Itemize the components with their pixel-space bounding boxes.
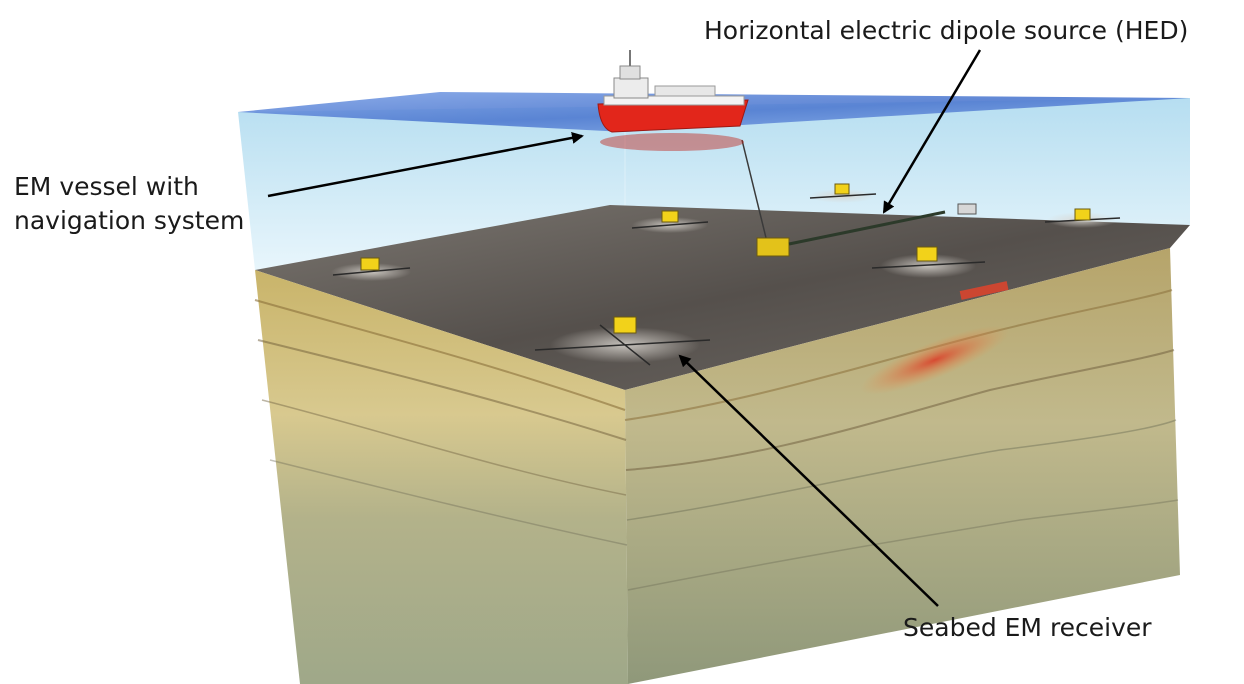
block-front-face: [255, 270, 628, 684]
vessel-hull: [597, 99, 749, 133]
arrow-to-source: [882, 49, 982, 214]
block-side-face: [625, 248, 1180, 684]
dipole-source: [756, 203, 977, 257]
vessel-reflection: [600, 133, 744, 151]
dipole-electrode: [957, 203, 977, 215]
dipole-antenna: [788, 210, 946, 246]
annotation-arrows: [267, 49, 982, 607]
em-receiver: [871, 246, 986, 278]
resistive-anomaly-top: [959, 281, 1009, 300]
vessel-label-line1: EM vessel with: [14, 172, 199, 201]
arrow-to-vessel: [267, 131, 584, 198]
source-label: Horizontal electric dipole source (HED): [704, 16, 1189, 45]
vessel-label-line2: navigation system: [14, 206, 245, 235]
subsurface-block: [254, 248, 1180, 684]
resistive-anomaly: [860, 325, 1010, 395]
towed-cable: [741, 139, 769, 247]
arrow-to-receiver: [678, 354, 939, 607]
vessel-label: EM vessel with navigation system: [14, 170, 244, 238]
em-receiver: [808, 183, 877, 203]
dipole-source-body: [756, 237, 790, 257]
seafloor: [255, 205, 1190, 390]
em-receiver: [331, 257, 411, 281]
vessel-bridge: [613, 77, 649, 99]
em-receiver: [1044, 208, 1121, 228]
receiver-array: [331, 183, 1121, 366]
em-receiver: [631, 210, 709, 233]
em-receiver: [534, 316, 711, 366]
receiver-label: Seabed EM receiver: [903, 613, 1152, 642]
em-vessel: [597, 50, 749, 151]
